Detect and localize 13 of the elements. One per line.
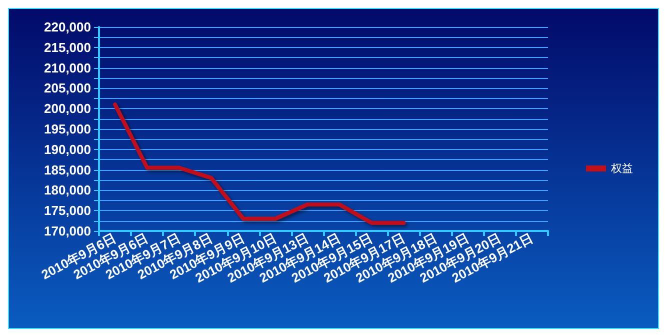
y-tick-label: 190,000 <box>44 142 91 157</box>
y-tick-label: 210,000 <box>44 60 91 76</box>
y-tick-label: 220,000 <box>44 20 91 34</box>
y-tick-label: 180,000 <box>44 182 91 198</box>
y-tick-label: 185,000 <box>44 162 91 178</box>
y-tick-label: 215,000 <box>44 40 91 55</box>
legend-label: 权益 <box>610 162 633 175</box>
y-tick-label: 170,000 <box>44 224 91 238</box>
y-tick-label: 200,000 <box>44 101 91 116</box>
y-tick-label: 195,000 <box>44 122 91 136</box>
line-series <box>113 102 406 225</box>
y-tick-label: 175,000 <box>44 203 91 218</box>
y-tick-label: 205,000 <box>44 80 91 96</box>
